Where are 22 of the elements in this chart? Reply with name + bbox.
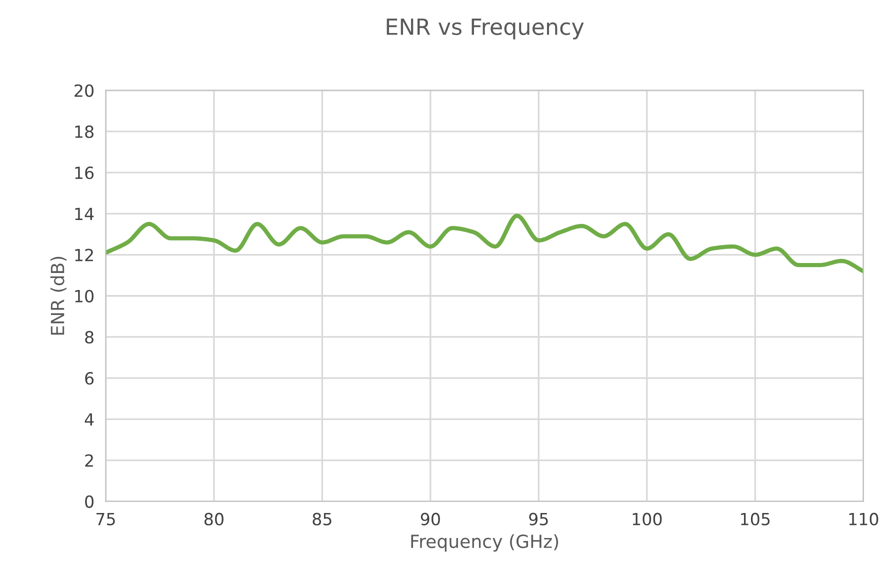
x-tick-label: 95 — [529, 512, 548, 526]
y-tick-label: 4 — [84, 413, 94, 426]
x-axis-title: Frequency (GHz) — [411, 534, 558, 552]
y-tick-label: 16 — [75, 166, 94, 180]
chart-title: ENR vs Frequency — [386, 18, 584, 40]
x-tick-label: 100 — [632, 512, 662, 526]
x-tick-label: 90 — [420, 512, 440, 526]
x-tick-label: 110 — [849, 512, 878, 526]
x-tick-label: 75 — [96, 513, 115, 526]
y-tick-label: 10 — [75, 290, 94, 302]
y-tick-label: 20 — [74, 84, 94, 97]
x-tick-label: 80 — [204, 512, 224, 526]
y-tick-label: 14 — [75, 208, 94, 220]
y-tick-label: 12 — [75, 248, 93, 262]
x-tick-label: 105 — [741, 512, 770, 526]
y-tick-label: 2 — [85, 454, 93, 467]
x-tick-label: 85 — [312, 512, 332, 526]
y-tick-label: 18 — [75, 125, 94, 138]
y-tick-label: 0 — [85, 495, 94, 508]
y-axis-title: ENR (dB) — [50, 256, 66, 335]
y-tick-label: 6 — [85, 372, 94, 385]
y-tick-label: 8 — [85, 330, 94, 344]
